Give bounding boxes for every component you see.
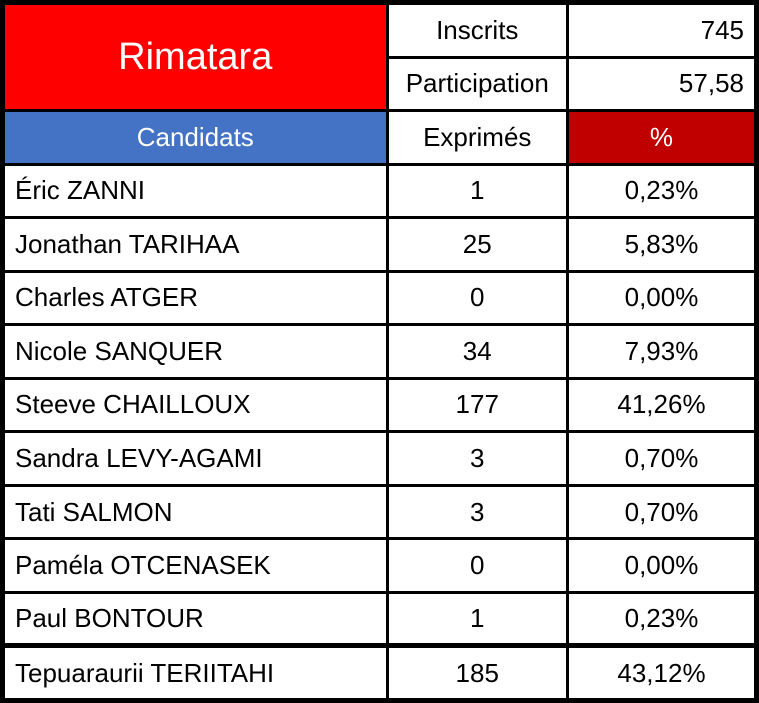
candidate-votes: 1 [385, 162, 569, 220]
inscrits-label: Inscrits [385, 2, 569, 59]
percent-column-header: % [565, 109, 758, 166]
candidate-name: Paul BONTOUR [2, 590, 389, 648]
candidate-votes: 25 [385, 216, 569, 273]
candidate-row: Charles ATGER 0 0,00% [2, 269, 758, 327]
candidate-row: Sandra LEVY-AGAMI 3 0,70% [2, 430, 758, 487]
summary-row-participation: Participation 57,58 [4, 55, 758, 113]
candidats-column-header: Candidats [2, 109, 389, 166]
candidate-percent: 0,23% [565, 590, 758, 648]
candidate-name: Jonathan TARIHAA [2, 216, 389, 273]
candidate-row: Nicole SANQUER 34 7,93% [2, 323, 758, 380]
candidate-percent: 0,00% [565, 269, 758, 327]
candidate-votes: 177 [385, 376, 569, 434]
candidate-row: Tati SALMON 3 0,70% [2, 483, 758, 541]
participation-value: 57,58 [565, 55, 758, 113]
candidate-percent: 0,00% [565, 537, 758, 594]
candidate-votes: 1 [385, 590, 569, 648]
candidate-percent: 41,26% [565, 376, 758, 434]
candidate-name: Sandra LEVY-AGAMI [2, 430, 389, 487]
candidate-row: Éric ZANNI 1 0,23% [2, 162, 758, 220]
candidate-percent: 0,23% [565, 162, 758, 220]
candidate-name: Éric ZANNI [2, 162, 389, 220]
candidate-percent: 5,83% [565, 216, 758, 273]
candidate-votes: 34 [385, 323, 569, 380]
candidate-name: Tati SALMON [2, 483, 389, 541]
candidate-row: Paul BONTOUR 1 0,23% [2, 590, 758, 648]
candidate-percent: 0,70% [565, 430, 758, 487]
exprimes-column-header: Exprimés [385, 109, 569, 166]
candidate-name: Paméla OTCENASEK [2, 537, 389, 594]
participation-label: Participation [385, 55, 569, 113]
candidate-votes: 0 [385, 269, 569, 327]
candidate-percent: 0,70% [565, 483, 758, 541]
candidate-percent: 43,12% [565, 643, 758, 701]
candidate-row: Tepuaraurii TERIITAHI 185 43,12% [2, 643, 758, 701]
candidate-name: Tepuaraurii TERIITAHI [2, 643, 389, 701]
candidate-name: Steeve CHAILLOUX [2, 376, 389, 434]
candidate-votes: 185 [385, 643, 569, 701]
commune-title: Rimatara [2, 1, 389, 113]
summary-row-inscrits: Rimatara Inscrits 745 [2, 1, 758, 113]
candidate-votes: 3 [385, 483, 569, 541]
inscrits-value: 745 [565, 2, 758, 59]
candidate-name: Charles ATGER [2, 269, 389, 327]
candidate-votes: 0 [385, 537, 569, 594]
candidate-votes: 3 [385, 430, 569, 487]
candidate-row: Jonathan TARIHAA 25 5,83% [2, 216, 758, 273]
candidate-row: Paméla OTCENASEK 0 0,00% [2, 537, 758, 594]
candidate-name: Nicole SANQUER [2, 323, 389, 380]
candidate-percent: 7,93% [565, 323, 758, 380]
candidate-row: Steeve CHAILLOUX 177 41,26% [2, 376, 758, 434]
column-header-row: Candidats Exprimés % [2, 109, 758, 166]
